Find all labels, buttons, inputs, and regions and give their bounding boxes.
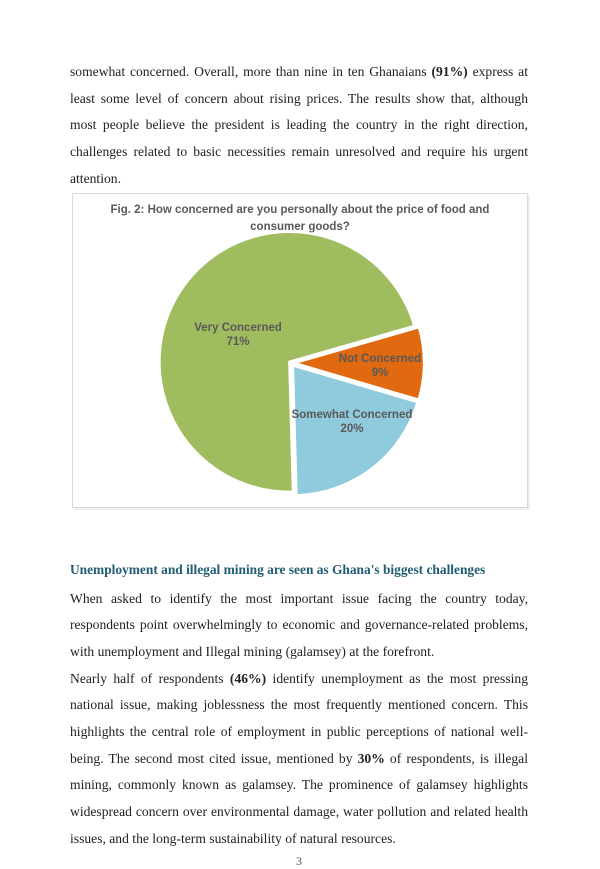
chart-title: Fig. 2: How concerned are you personally… — [110, 203, 490, 233]
pie-label-very-concerned: Very Concerned 71% — [194, 321, 282, 349]
figure-2-chart: Fig. 2: How concerned are you personally… — [72, 192, 528, 508]
pie-slice-very-concerned — [158, 230, 416, 493]
paragraph-intro: somewhat concerned. Overall, more than n… — [70, 64, 528, 186]
paragraph-detail: Nearly half of respondents (46%) identif… — [70, 670, 528, 846]
paragraph-issue: When asked to identify the most importan… — [70, 590, 528, 659]
pie-label-somewhat-concerned: Somewhat Concerned 20% — [291, 408, 413, 436]
page-number: 3 — [296, 853, 302, 868]
pie-label-not-concerned: Not Concerned 9% — [338, 352, 422, 380]
pie-labels: Not Concerned 9% Somewhat Concerned 20% Very… — [73, 194, 527, 507]
section-heading: Unemployment and illegal mining are seen… — [70, 561, 486, 577]
pie-chart — [158, 230, 426, 497]
pie-slice-somewhat-concerned — [291, 363, 419, 497]
pie-slice-not-concerned — [292, 325, 426, 401]
